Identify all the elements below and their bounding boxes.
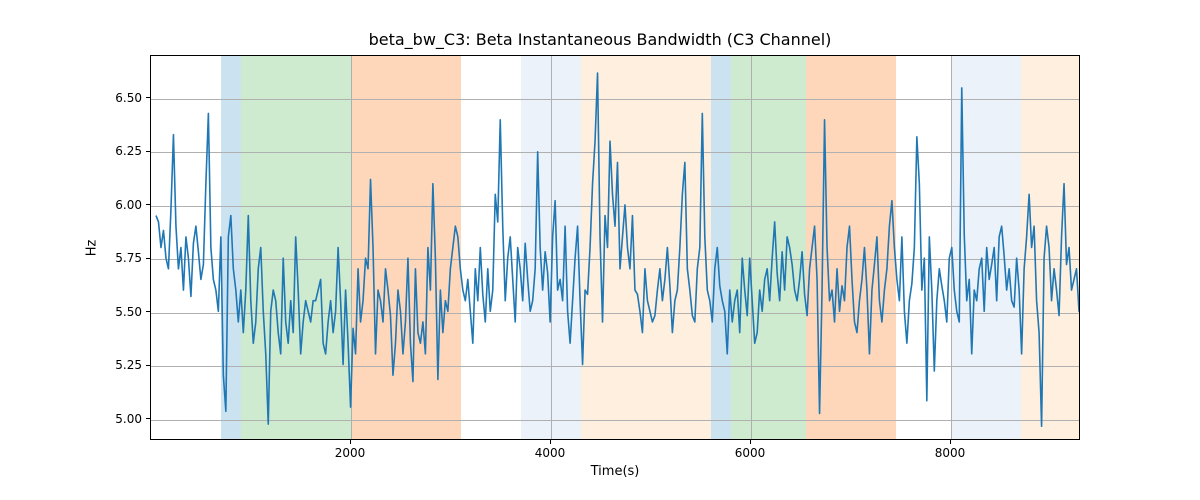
figure: beta_bw_C3: Beta Instantaneous Bandwidth… bbox=[0, 0, 1200, 500]
x-tick-mark bbox=[350, 440, 351, 444]
y-tick-mark bbox=[146, 97, 150, 98]
y-tick-mark bbox=[146, 151, 150, 152]
y-tick-label: 5.00 bbox=[110, 412, 142, 426]
x-tick-mark bbox=[750, 440, 751, 444]
y-tick-label: 6.50 bbox=[110, 91, 142, 105]
plot-area bbox=[150, 55, 1080, 440]
y-tick-label: 6.00 bbox=[110, 198, 142, 212]
x-tick-label: 6000 bbox=[735, 446, 766, 460]
y-tick-mark bbox=[146, 204, 150, 205]
y-axis-label: Hz bbox=[85, 239, 100, 256]
x-tick-label: 2000 bbox=[335, 446, 366, 460]
y-tick-label: 6.25 bbox=[110, 144, 142, 158]
line-canvas bbox=[151, 56, 1079, 439]
y-tick-mark bbox=[146, 418, 150, 419]
y-tick-label: 5.25 bbox=[110, 358, 142, 372]
x-tick-mark bbox=[550, 440, 551, 444]
y-tick-mark bbox=[146, 258, 150, 259]
data-line bbox=[156, 73, 1080, 426]
y-tick-label: 5.75 bbox=[110, 251, 142, 265]
x-axis-label: Time(s) bbox=[150, 464, 1080, 479]
y-tick-mark bbox=[146, 365, 150, 366]
x-tick-mark bbox=[950, 440, 951, 444]
chart-title: beta_bw_C3: Beta Instantaneous Bandwidth… bbox=[0, 30, 1200, 49]
y-tick-label: 5.50 bbox=[110, 305, 142, 319]
y-tick-mark bbox=[146, 311, 150, 312]
x-tick-label: 8000 bbox=[935, 446, 966, 460]
x-tick-label: 4000 bbox=[535, 446, 566, 460]
